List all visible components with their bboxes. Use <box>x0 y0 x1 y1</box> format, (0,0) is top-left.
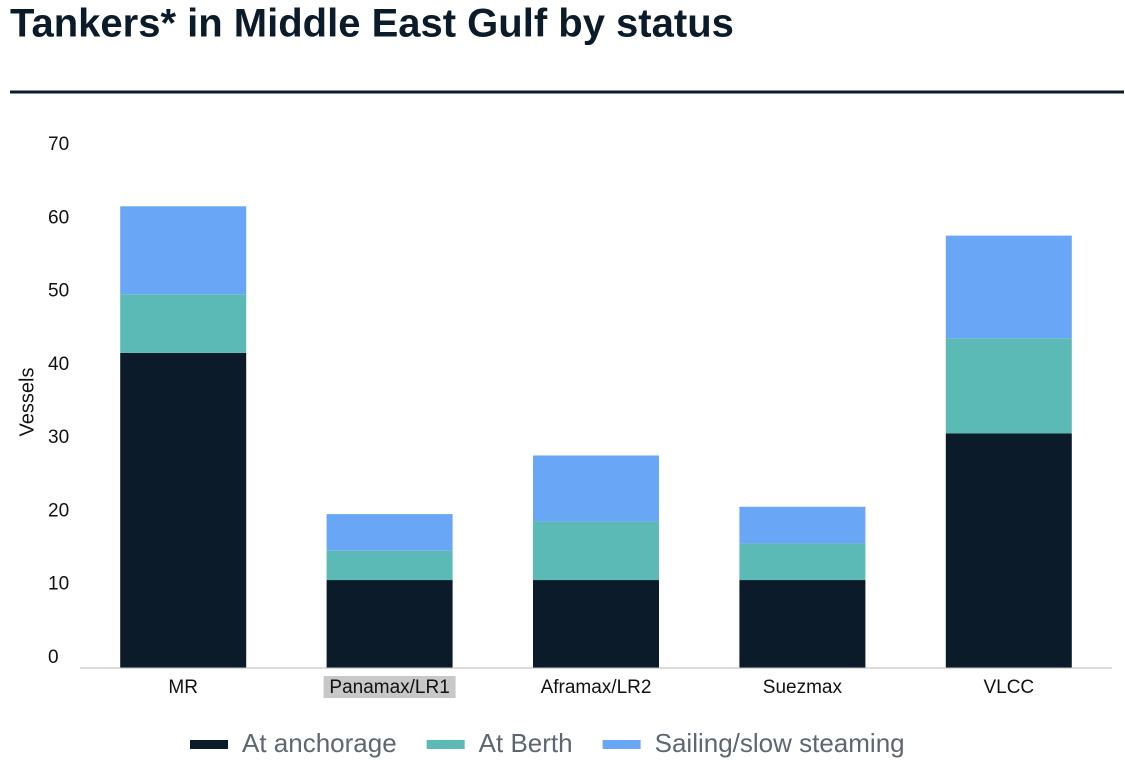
y-tick-label: 10 <box>48 574 69 595</box>
x-tick-label: Panamax/LR1 <box>329 677 449 698</box>
text-highlight <box>323 676 456 698</box>
y-tick-label: 40 <box>48 354 69 375</box>
y-tick-label: 0 <box>48 647 59 668</box>
bar-segment <box>326 580 453 668</box>
bar-segment <box>945 433 1072 668</box>
legend-swatch <box>426 740 465 749</box>
bar-segment <box>120 294 247 353</box>
x-tick-label: VLCC <box>983 677 1034 698</box>
legend-swatch <box>190 740 228 749</box>
x-tick-label: MR <box>168 677 198 698</box>
bar-segment <box>120 352 247 668</box>
bar-segment <box>326 550 453 581</box>
y-tick-label: 20 <box>48 500 69 521</box>
legend-swatch <box>602 740 641 749</box>
legend-label: At Berth <box>479 728 573 758</box>
bar-segment <box>533 455 659 522</box>
y-tick-label: 60 <box>48 207 69 228</box>
bar-segment <box>739 543 866 581</box>
y-tick-label: 30 <box>48 427 69 448</box>
chart-title: Tankers* in Middle East Gulf by status <box>10 2 734 46</box>
bar-segment <box>326 514 453 551</box>
bar-segment <box>533 580 659 668</box>
bar-segment <box>533 521 659 581</box>
legend-label: At anchorage <box>242 728 397 758</box>
x-tick-label: Aframax/LR2 <box>541 677 652 698</box>
y-tick-label: 50 <box>48 281 69 302</box>
bar-segment <box>739 580 866 668</box>
legend-label: Sailing/slow steaming <box>655 728 905 758</box>
bar-segment <box>945 235 1072 339</box>
bar-segment <box>945 338 1072 434</box>
bar-segment <box>739 506 866 544</box>
x-tick-label: Suezmax <box>763 677 843 698</box>
bar-segment <box>120 206 247 295</box>
y-tick-label: 70 <box>48 134 69 155</box>
y-axis-label: Vessels <box>16 368 38 437</box>
